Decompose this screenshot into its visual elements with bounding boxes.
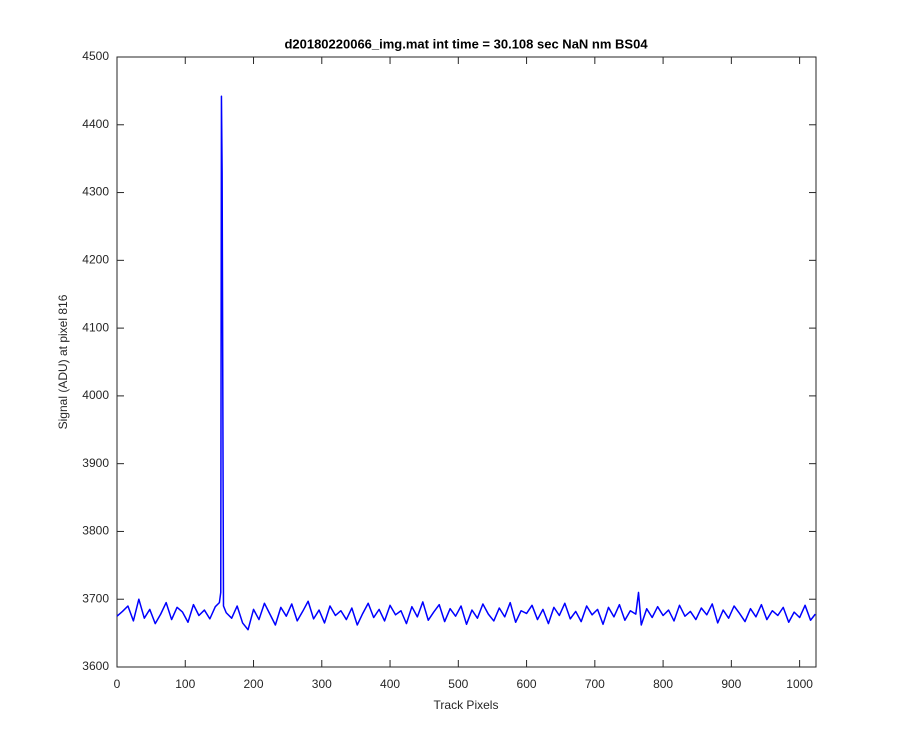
x-tick-label: 500 bbox=[448, 677, 468, 691]
x-tick-label: 700 bbox=[585, 677, 605, 691]
y-tick-label: 4000 bbox=[82, 388, 109, 402]
y-tick-label: 4100 bbox=[82, 320, 109, 334]
chart-title: d20180220066_img.mat int time = 30.108 s… bbox=[284, 36, 648, 51]
x-tick-label: 300 bbox=[312, 677, 332, 691]
y-tick-label: 4400 bbox=[82, 117, 109, 131]
data-line bbox=[116, 95, 816, 631]
x-tick-label: 600 bbox=[517, 677, 537, 691]
y-tick-label: 3700 bbox=[82, 591, 109, 605]
plot-frame bbox=[116, 56, 817, 668]
x-tick-label: 400 bbox=[380, 677, 400, 691]
y-tick-label: 3900 bbox=[82, 456, 109, 470]
x-tick-label: 800 bbox=[653, 677, 673, 691]
y-tick-label: 4200 bbox=[82, 253, 109, 267]
x-axis-label: Track Pixels bbox=[434, 698, 499, 712]
x-tick-label: 1000 bbox=[786, 677, 813, 691]
x-tick-label: 900 bbox=[721, 677, 741, 691]
y-tick-label: 3800 bbox=[82, 524, 109, 538]
x-tick-label: 0 bbox=[114, 677, 121, 691]
y-tick-label: 4300 bbox=[82, 185, 109, 199]
y-axis-label: Signal (ADU) at pixel 816 bbox=[56, 294, 70, 429]
y-tick-label: 3600 bbox=[82, 659, 109, 673]
x-tick-label: 100 bbox=[175, 677, 195, 691]
y-tick-label: 4500 bbox=[82, 49, 109, 63]
x-tick-label: 200 bbox=[244, 677, 264, 691]
